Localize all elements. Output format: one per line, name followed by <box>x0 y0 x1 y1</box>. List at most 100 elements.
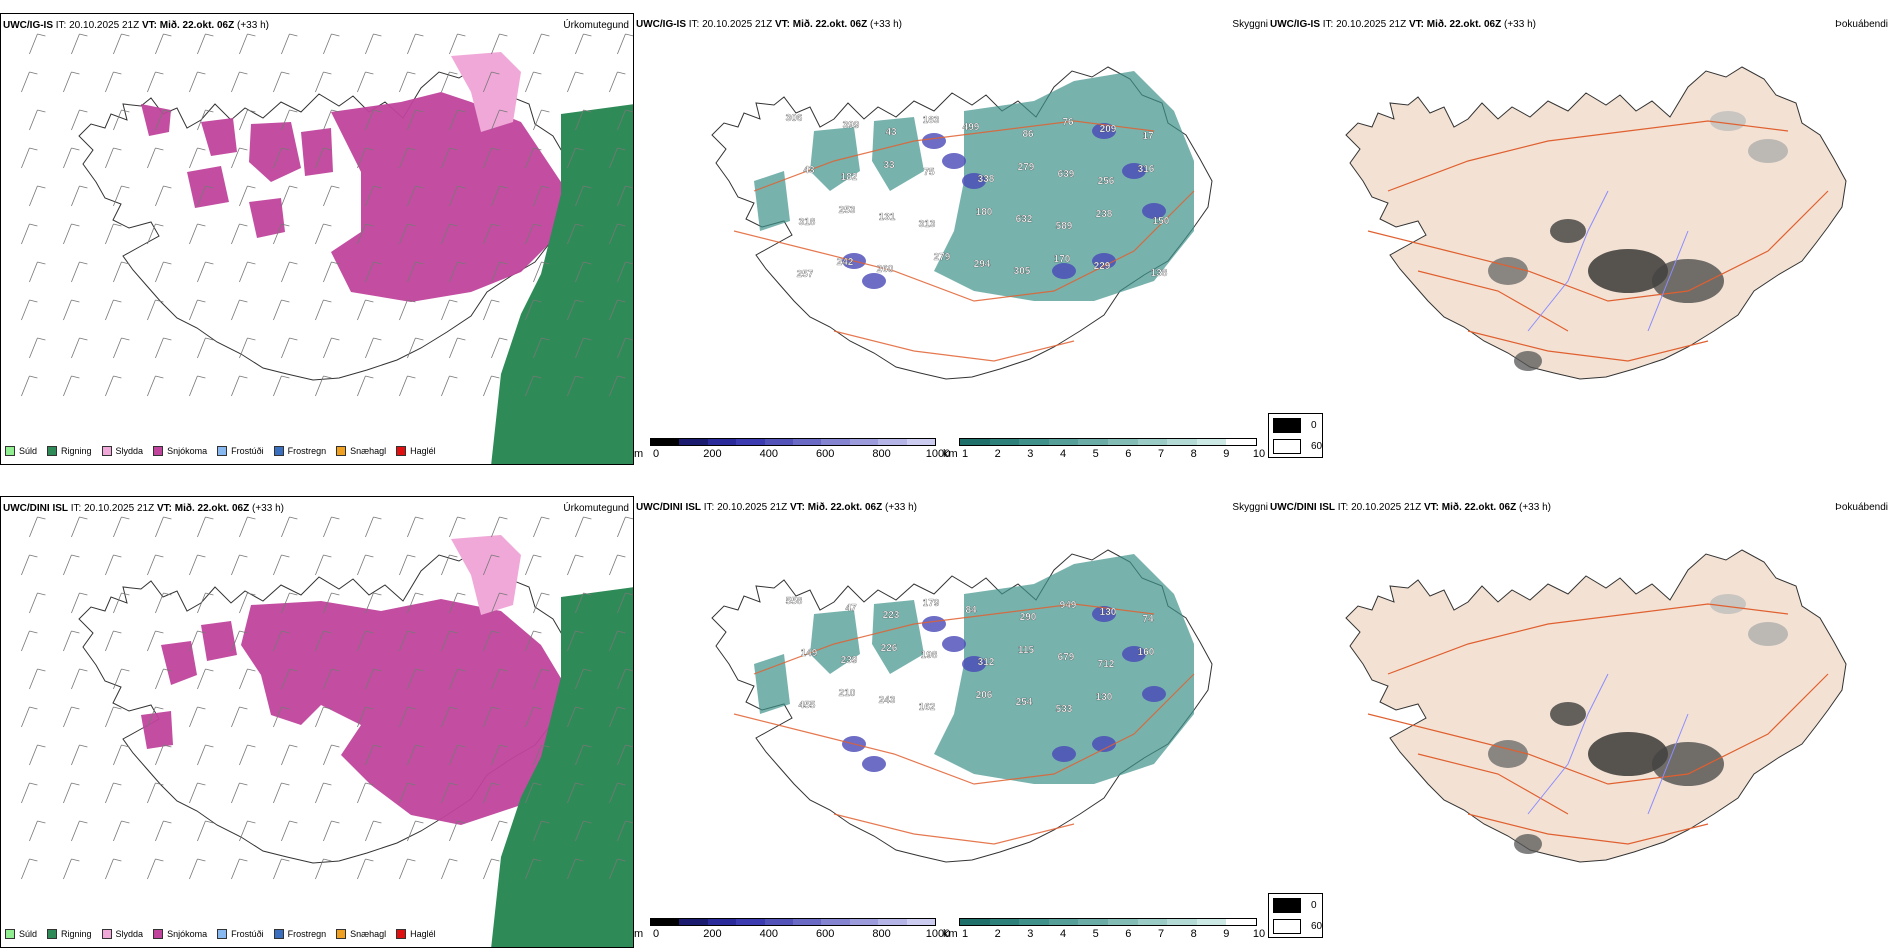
colorbar-tick: 600 <box>816 448 835 460</box>
legend-label: Snæhagl <box>350 446 387 456</box>
legend-label: Frostúði <box>231 929 264 939</box>
panel-header: UWC/IG-IS IT: 20.10.2025 21Z VT: Mið. 22… <box>3 20 269 31</box>
visibility-value-label: 239 <box>841 655 858 666</box>
colorbar-tick: 800 <box>872 928 891 940</box>
visibility-value-label: 160 <box>1138 647 1155 658</box>
visibility-value-label: 254 <box>1016 697 1033 708</box>
colorbar-tick: 4 <box>1059 928 1067 940</box>
visibility-value-label: 86 <box>1022 129 1034 140</box>
visibility-colorbar: km 1 2 3 4 5 6 7 8 9 10 <box>943 438 1265 464</box>
visibility-value-label: 253 <box>839 205 856 216</box>
visibility-value-label: 115 <box>1018 645 1035 656</box>
visibility-value-label: 131 <box>879 212 896 223</box>
visibility-value-label: 455 <box>799 700 816 711</box>
visibility-value-label: 149 <box>801 648 818 659</box>
legend-label: Snjókoma <box>167 929 208 939</box>
colorbar-tick: 1 <box>961 928 969 940</box>
colorbar-tick: 10 <box>1252 448 1266 460</box>
visibility-value-label: 210 <box>839 688 856 699</box>
colorbar-tick: 800 <box>872 448 891 460</box>
precip-legend: Súld Rigning Slydda Snjókoma Frostúði Frostre… <box>5 925 446 943</box>
visibility-value-label: 949 <box>1060 600 1077 611</box>
legend-swatch <box>101 446 112 456</box>
colorbar-tick: 200 <box>703 448 722 460</box>
visibility-value-label: 209 <box>1100 124 1117 135</box>
colorbar-tick: 400 <box>759 928 778 940</box>
visibility-value-label: 84 <box>965 605 977 616</box>
colorbar-strip <box>650 438 936 446</box>
legend-swatch <box>5 929 15 939</box>
visibility-value-label: 138 <box>1151 268 1168 279</box>
legend-item: Snæhagl <box>336 446 386 456</box>
legend-item: Snæhagl <box>336 929 386 939</box>
legend-label: Rigning <box>61 446 92 456</box>
visibility-value-label: 318 <box>799 217 816 228</box>
visibility-value-label: 170 <box>1054 254 1071 265</box>
legend-item: Haglél <box>396 446 436 456</box>
legend-swatch <box>336 929 347 939</box>
legend-swatch <box>396 929 407 939</box>
panel-header: UWC/DINI ISL IT: 20.10.2025 21Z VT: Mið.… <box>1270 502 1551 513</box>
fog-legend-label: 0 <box>1311 900 1317 911</box>
visibility-value-label: 243 <box>879 695 896 706</box>
fog-panel-row1: UWC/IG-IS IT: 20.10.2025 21Z VT: Mið. 22… <box>1268 13 1900 465</box>
legend-label: Haglél <box>410 929 436 939</box>
colorbar-tick: 3 <box>1027 448 1034 460</box>
visibility-colorbar: km 1 2 3 4 5 6 7 8 9 10 <box>943 918 1265 944</box>
colorbar-strip <box>959 918 1257 926</box>
legend-swatch <box>217 446 228 456</box>
colorbar-tick: 0 <box>652 448 660 460</box>
visibility-panel-row2: UWC/DINI ISL IT: 20.10.2025 21Z VT: Mið.… <box>634 496 1268 948</box>
colorbar-tick: 1000 <box>925 448 951 460</box>
legend-item: Frostregn <box>273 446 327 456</box>
colorbar-tick: 7 <box>1157 928 1165 940</box>
fog-map <box>1345 66 1847 380</box>
colorbar-strip <box>959 438 1257 446</box>
colorbar-unit: m <box>634 448 644 460</box>
legend-swatch <box>273 929 284 939</box>
legend-item: Rigning <box>47 446 92 456</box>
colorbar-tick: 6 <box>1125 448 1132 460</box>
colorbar-tick: 8 <box>1190 928 1197 940</box>
visibility-value-label: 499 <box>963 122 980 133</box>
legend-label: Haglél <box>410 446 436 456</box>
visibility-value-label: 305 <box>1014 266 1031 277</box>
fog-legend-row: 0 <box>1273 898 1317 913</box>
fog-legend-swatch <box>1273 439 1301 454</box>
visibility-value-label: 290 <box>1020 612 1037 623</box>
colorbar-tick: 2 <box>994 928 1001 940</box>
visibility-panel-row1: UWC/IG-IS IT: 20.10.2025 21Z VT: Mið. 22… <box>634 13 1268 465</box>
visibility-value-label: 179 <box>923 598 940 609</box>
colorbar-tick: 2 <box>994 448 1001 460</box>
legend-swatch <box>47 929 58 939</box>
visibility-value-label: 229 <box>1094 261 1111 272</box>
colorbar-unit: km <box>943 928 958 940</box>
fog-legend-swatch <box>1273 898 1301 913</box>
visibility-value-label: 558 <box>786 596 803 607</box>
visibility-value-label: 712 <box>1098 659 1115 670</box>
legend-item: Frostúði <box>217 929 264 939</box>
visibility-value-label: 130 <box>1100 607 1117 618</box>
panel-title: Úrkomutegund <box>563 20 629 31</box>
colorbar-strip <box>650 918 936 926</box>
colorbar-tick: 7 <box>1157 448 1165 460</box>
legend-swatch <box>153 929 164 939</box>
panel-title: Úrkomutegund <box>563 503 629 514</box>
visibility-value-label: 198 <box>921 650 938 661</box>
colorbar-tick: 9 <box>1223 928 1230 940</box>
visibility-value-label: 306 <box>786 113 803 124</box>
fog-legend-swatch <box>1273 919 1301 934</box>
legend-label: Súld <box>19 929 38 939</box>
visibility-value-label: 242 <box>837 257 854 268</box>
visibility-value-label: 589 <box>1056 221 1073 232</box>
colorbar-unit: m <box>634 928 644 940</box>
visibility-value-label: 17 <box>1142 131 1154 142</box>
panel-title: Þokuábendi <box>1835 19 1888 30</box>
panel-header: UWC/IG-IS IT: 20.10.2025 21Z VT: Mið. 22… <box>1270 19 1536 30</box>
visibility-value-label: 257 <box>797 269 814 280</box>
colorbar-tick: 9 <box>1223 448 1230 460</box>
legend-label: Frostregn <box>287 446 327 456</box>
colorbar-tick: 5 <box>1092 448 1099 460</box>
panel-header: UWC/DINI ISL IT: 20.10.2025 21Z VT: Mið.… <box>636 502 917 513</box>
colorbar-tick: 6 <box>1125 928 1132 940</box>
